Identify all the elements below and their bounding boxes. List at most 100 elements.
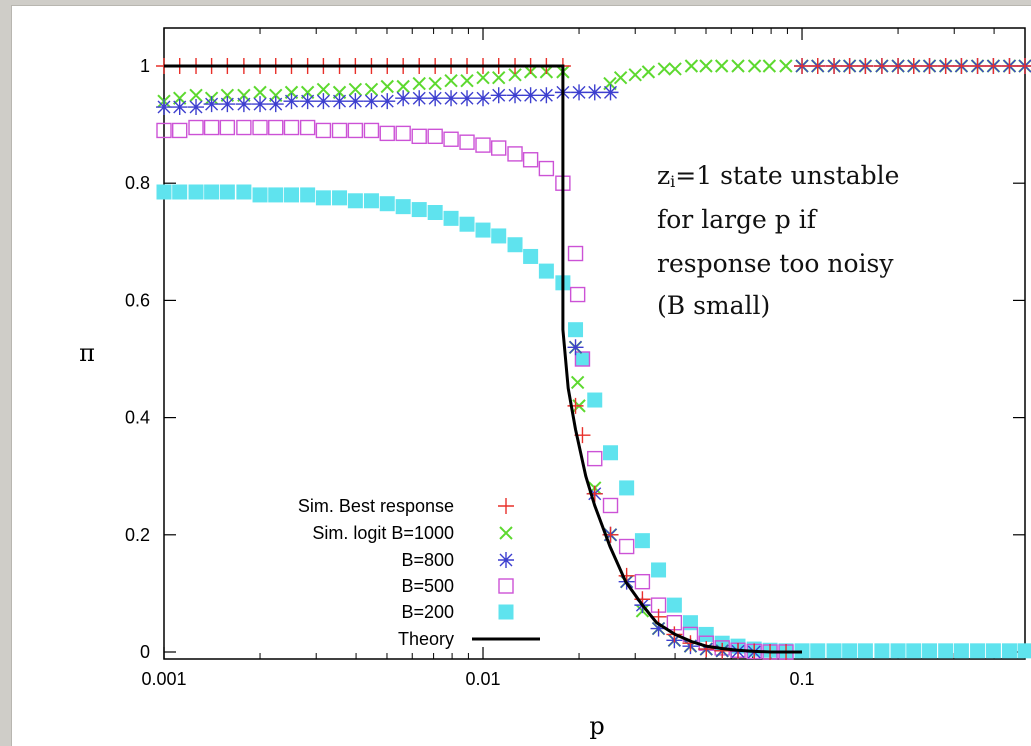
data-point xyxy=(299,93,316,110)
data-point xyxy=(874,643,890,659)
data-point xyxy=(574,351,590,367)
data-point xyxy=(842,643,858,659)
data-point xyxy=(363,193,379,209)
data-point xyxy=(731,59,745,73)
data-point xyxy=(538,87,555,104)
legend-label: Sim. logit B=1000 xyxy=(312,523,454,543)
data-point xyxy=(587,392,603,408)
data-point xyxy=(906,643,922,659)
annotation-line1-rest: =1 state unstable xyxy=(675,161,899,190)
data-point xyxy=(363,122,380,139)
data-point xyxy=(315,122,332,139)
legend-swatch xyxy=(498,552,514,568)
data-point xyxy=(567,339,584,356)
data-point xyxy=(857,643,873,659)
annotation-line3: response too noisy xyxy=(657,249,894,278)
data-point xyxy=(492,71,506,85)
data-point xyxy=(523,248,539,264)
data-point xyxy=(203,119,220,136)
y-tick-label: 0.2 xyxy=(125,525,150,545)
y-tick-label: 0.6 xyxy=(125,290,150,310)
data-point xyxy=(714,642,731,659)
data-point xyxy=(267,96,284,113)
data-point xyxy=(619,480,635,496)
data-point xyxy=(252,187,268,203)
data-point xyxy=(236,119,252,136)
data-point xyxy=(657,62,671,76)
data-point xyxy=(1001,58,1018,74)
data-point xyxy=(156,184,172,200)
legend-swatch xyxy=(498,498,514,514)
data-point xyxy=(650,620,667,637)
data-point xyxy=(188,99,205,116)
data-point xyxy=(698,626,714,642)
series-0 xyxy=(156,58,1031,660)
data-point xyxy=(188,119,204,136)
x-tick-label: 0.001 xyxy=(141,669,186,689)
data-point xyxy=(937,58,954,74)
series-2 xyxy=(156,58,1031,660)
data-point xyxy=(459,134,475,150)
data-point xyxy=(602,84,619,101)
data-point xyxy=(268,187,284,203)
data-point xyxy=(348,82,363,97)
data-point xyxy=(985,643,1001,659)
data-point xyxy=(332,190,348,206)
data-point xyxy=(574,351,591,367)
legend: Sim. Best response Sim. logit B=1000 B=800… xyxy=(298,496,540,649)
data-point xyxy=(252,96,269,113)
data-point xyxy=(380,79,394,94)
legend-label: Sim. Best response xyxy=(298,496,454,516)
data-point xyxy=(284,187,300,203)
data-point xyxy=(411,202,427,218)
axes-layer: 0.001 0.01 0.1 0 0.2 0.4 0.6 0.8 1 xyxy=(125,27,1026,689)
y-tick-label: 1 xyxy=(140,56,150,76)
data-point xyxy=(427,205,443,220)
data-point xyxy=(188,184,204,200)
data-point xyxy=(235,96,252,113)
legend-swatch xyxy=(499,526,513,540)
data-point xyxy=(443,131,459,147)
data-point xyxy=(571,84,588,101)
data-point xyxy=(443,90,460,107)
data-point xyxy=(475,137,491,153)
data-point xyxy=(905,58,922,74)
data-point xyxy=(444,73,458,88)
data-point xyxy=(300,187,316,203)
data-point xyxy=(347,93,364,110)
data-point xyxy=(522,87,539,104)
data-point xyxy=(873,58,890,74)
data-point xyxy=(427,90,444,107)
data-point xyxy=(938,643,954,659)
data-point xyxy=(379,93,396,110)
annotation-line4: (B small) xyxy=(657,291,770,320)
data-point xyxy=(459,90,476,107)
data-point xyxy=(969,58,986,74)
data-point xyxy=(315,190,331,206)
data-point xyxy=(347,193,363,209)
data-point xyxy=(826,58,843,74)
data-point xyxy=(331,122,348,139)
y-tick-label: 0 xyxy=(140,642,150,662)
data-point xyxy=(684,59,699,73)
data-point xyxy=(890,643,906,659)
data-point xyxy=(427,128,443,145)
data-point xyxy=(508,68,522,82)
data-point xyxy=(347,122,364,139)
svg-text:zi=1 state unstable: zi=1 state unstable xyxy=(657,161,899,191)
data-point xyxy=(570,375,585,390)
data-point xyxy=(666,597,682,613)
series-4 xyxy=(156,184,1031,659)
chart-svg: 0.001 0.01 0.1 0 0.2 0.4 0.6 0.8 1 p π zi=1 stat… xyxy=(79,27,1031,740)
data-point xyxy=(315,93,332,110)
data-point xyxy=(641,65,656,79)
y-tick-label: 0.4 xyxy=(125,408,150,428)
data-point xyxy=(236,184,252,200)
data-point xyxy=(628,68,642,82)
data-point xyxy=(747,59,762,73)
data-point xyxy=(475,90,492,107)
legend-label: Theory xyxy=(398,629,454,649)
data-point xyxy=(714,59,729,73)
chart-frame: 0.001 0.01 0.1 0 0.2 0.4 0.6 0.8 1 p π zi=1 stat… xyxy=(12,6,1031,746)
data-point xyxy=(395,90,412,107)
